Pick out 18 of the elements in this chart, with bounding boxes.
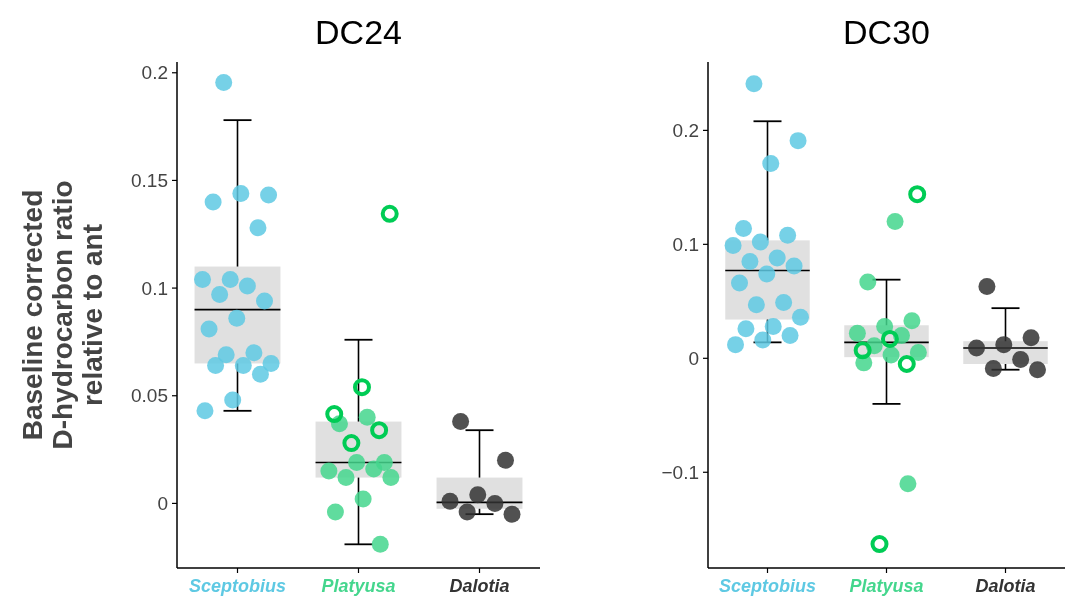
y-tick-label: −0.1: [661, 461, 699, 483]
y-tick-label: 0.2: [141, 62, 168, 84]
x-tick-label: Dalotia: [449, 576, 510, 596]
x-tick-label: Dalotia: [975, 576, 1036, 596]
chart-title: DC30: [843, 13, 930, 51]
y-tick-label: 0.2: [672, 120, 699, 142]
chart-title: DC24: [315, 13, 402, 51]
y-tick-label: 0.15: [131, 170, 168, 192]
x-tick-label: Sceptobius: [718, 576, 817, 596]
x-tick-label: Platyusa: [849, 576, 924, 596]
y-axis-title: Baseline corrected D-hydrocarbon ratio relative to ant: [16, 180, 108, 450]
x-tick-label: Sceptobius: [188, 576, 287, 596]
x-tick-label: Platyusa: [321, 576, 396, 596]
y-tick-label: 0.05: [131, 385, 168, 407]
y-tick-label: 0.1: [141, 277, 168, 299]
y-tick-label: 0.1: [672, 233, 699, 255]
y-tick-label: 0: [157, 493, 168, 515]
y-tick-label: 0: [688, 347, 699, 369]
